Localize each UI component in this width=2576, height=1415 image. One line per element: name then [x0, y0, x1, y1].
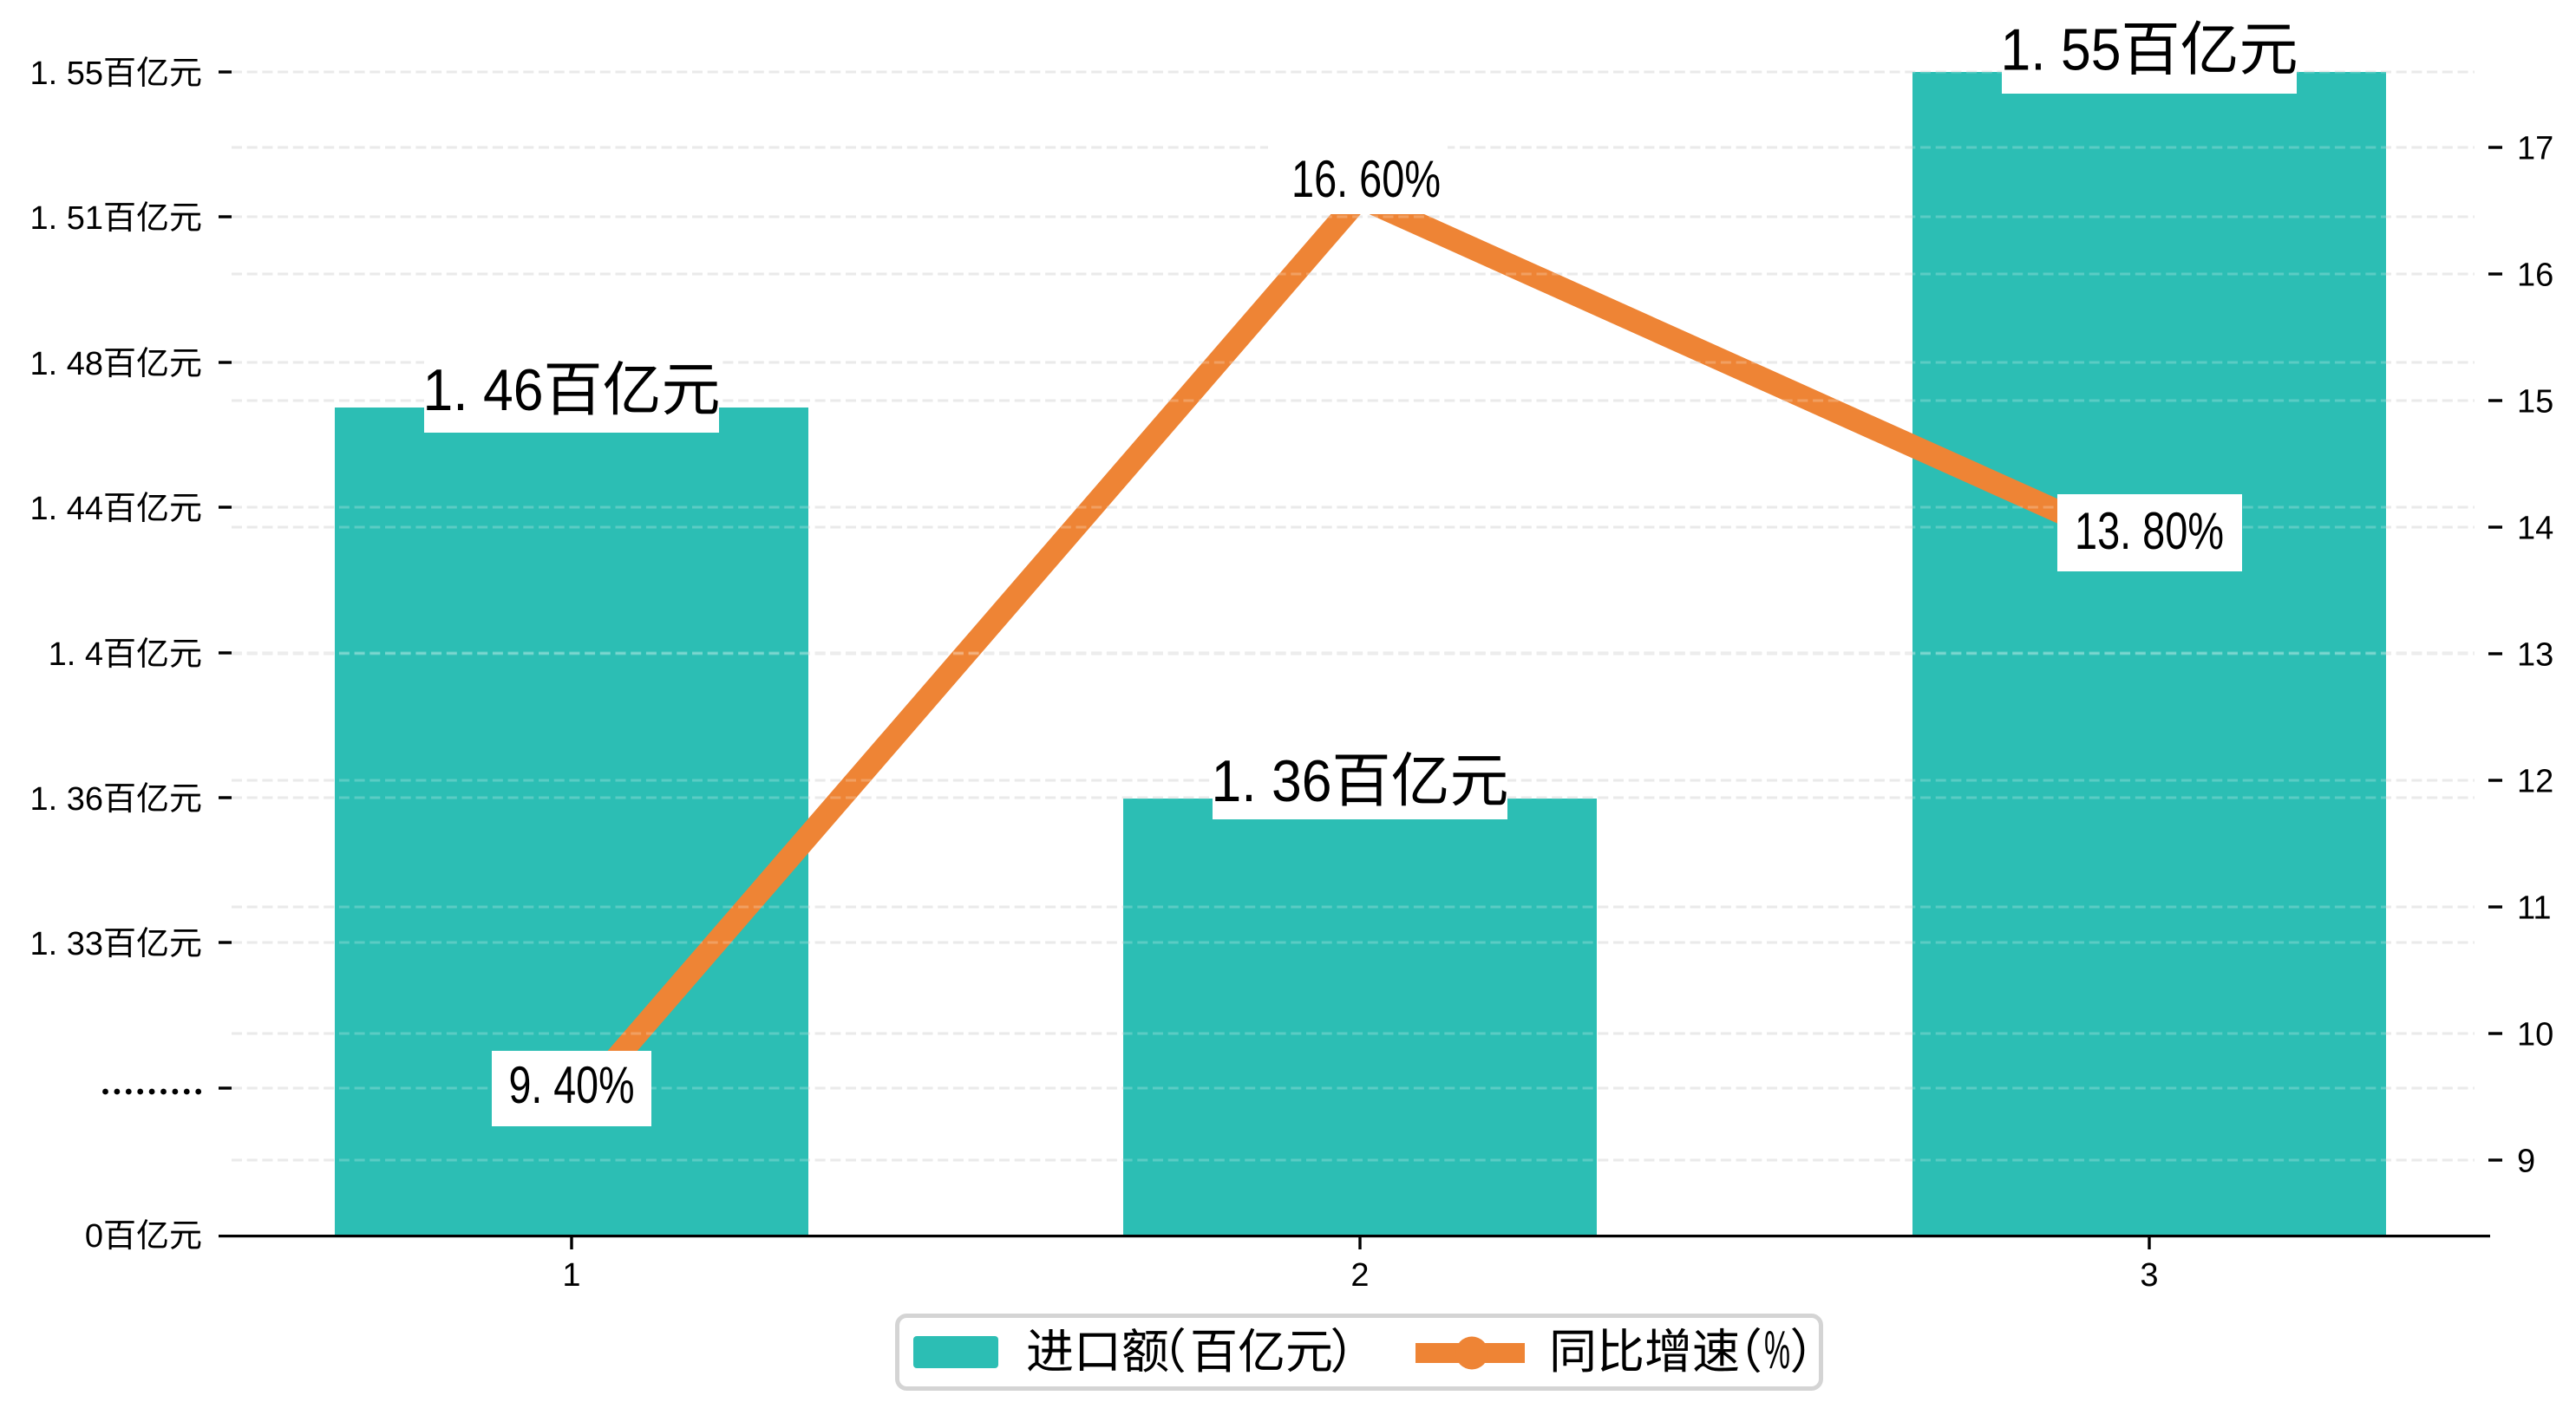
svg-text:1. 55: 1. 55 [30, 55, 104, 92]
svg-text:16. 60%: 16. 60% [1291, 150, 1441, 208]
svg-text:14: 14 [2517, 511, 2553, 547]
svg-text:1. 55: 1. 55 [2001, 17, 2122, 83]
svg-text:11: 11 [2517, 890, 2551, 927]
svg-text:3: 3 [2140, 1257, 2158, 1294]
svg-text:1. 48: 1. 48 [30, 346, 104, 382]
svg-text:1. 36: 1. 36 [1212, 748, 1332, 814]
svg-text:13. 80%: 13. 80% [2075, 502, 2224, 560]
svg-text:12: 12 [2517, 764, 2553, 800]
svg-text:2: 2 [1350, 1257, 1369, 1294]
svg-text:%: % [1764, 1320, 1790, 1380]
svg-text:0: 0 [85, 1218, 103, 1255]
svg-text:10: 10 [2517, 1017, 2553, 1053]
svg-text:13: 13 [2517, 637, 2553, 674]
svg-text:15: 15 [2517, 384, 2553, 421]
svg-text:1. 51: 1. 51 [30, 200, 104, 237]
svg-text:9: 9 [2517, 1144, 2535, 1180]
svg-text:1. 36: 1. 36 [30, 781, 104, 818]
svg-text:1: 1 [562, 1257, 580, 1294]
svg-text:1. 4: 1. 4 [49, 636, 103, 673]
svg-text:16: 16 [2517, 258, 2553, 294]
svg-text:1. 46: 1. 46 [423, 357, 544, 423]
svg-text:1. 44: 1. 44 [30, 491, 104, 527]
svg-text:17: 17 [2517, 131, 2553, 167]
svg-text:1. 33: 1. 33 [30, 926, 104, 962]
svg-text:9. 40%: 9. 40% [509, 1056, 635, 1114]
